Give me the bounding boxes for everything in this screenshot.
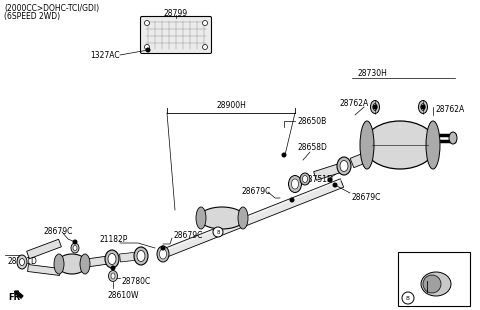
Ellipse shape [291, 179, 299, 189]
Polygon shape [350, 150, 374, 168]
Ellipse shape [421, 104, 425, 110]
Ellipse shape [17, 255, 27, 269]
Circle shape [290, 198, 294, 202]
Circle shape [333, 183, 337, 187]
Text: 1327AC: 1327AC [90, 51, 120, 60]
Ellipse shape [20, 259, 24, 265]
FancyBboxPatch shape [141, 16, 212, 54]
Ellipse shape [360, 121, 374, 169]
Circle shape [282, 153, 286, 157]
Text: 28679C: 28679C [43, 227, 72, 236]
Ellipse shape [364, 121, 436, 169]
Ellipse shape [371, 100, 380, 113]
Circle shape [203, 20, 207, 25]
Ellipse shape [238, 207, 248, 229]
Polygon shape [86, 256, 108, 267]
Polygon shape [26, 239, 61, 259]
Ellipse shape [421, 272, 451, 296]
Text: 28641A: 28641A [417, 294, 446, 303]
Ellipse shape [111, 273, 115, 279]
Ellipse shape [159, 249, 167, 259]
Circle shape [373, 105, 377, 109]
Ellipse shape [80, 254, 90, 274]
Text: 28762A: 28762A [340, 99, 369, 108]
Circle shape [213, 227, 223, 237]
Ellipse shape [105, 250, 119, 268]
Circle shape [402, 292, 414, 304]
Ellipse shape [302, 175, 308, 183]
Circle shape [73, 240, 77, 244]
Text: 21182P: 21182P [100, 236, 128, 245]
Text: 28679C: 28679C [242, 188, 271, 197]
Text: 28650B: 28650B [297, 117, 326, 126]
Polygon shape [313, 164, 341, 180]
Ellipse shape [196, 207, 206, 229]
Bar [398, 252, 470, 306]
Ellipse shape [340, 161, 348, 171]
Ellipse shape [134, 247, 148, 265]
Text: 28900H: 28900H [216, 101, 246, 110]
Polygon shape [27, 264, 60, 276]
Ellipse shape [419, 100, 428, 113]
Ellipse shape [71, 243, 79, 253]
Circle shape [146, 48, 150, 52]
Text: 28799: 28799 [164, 8, 188, 17]
Text: 28751D: 28751D [303, 175, 333, 184]
Text: 28751D: 28751D [7, 256, 37, 265]
Text: 28679C: 28679C [351, 193, 380, 202]
Circle shape [144, 20, 149, 25]
Text: 28762A: 28762A [436, 105, 465, 114]
Ellipse shape [57, 254, 87, 274]
Text: 8: 8 [406, 295, 410, 300]
Text: (2000CC>DOHC-TCI/GDI): (2000CC>DOHC-TCI/GDI) [4, 3, 99, 12]
Text: 28658D: 28658D [297, 144, 327, 153]
Ellipse shape [337, 157, 351, 175]
Text: 28780C: 28780C [121, 277, 150, 286]
Text: 8: 8 [216, 229, 220, 234]
Circle shape [161, 246, 165, 250]
Ellipse shape [73, 246, 77, 250]
Ellipse shape [373, 104, 377, 110]
FancyArrow shape [15, 291, 23, 298]
Text: FR: FR [8, 294, 20, 303]
Circle shape [144, 45, 149, 50]
Ellipse shape [426, 121, 440, 169]
Ellipse shape [288, 175, 301, 193]
Polygon shape [163, 179, 344, 257]
Circle shape [203, 45, 207, 50]
Ellipse shape [54, 254, 64, 274]
Text: (6SPEED 2WD): (6SPEED 2WD) [4, 11, 60, 20]
Ellipse shape [449, 132, 457, 144]
Ellipse shape [108, 271, 118, 281]
Text: 28679C: 28679C [173, 232, 203, 241]
Ellipse shape [157, 246, 169, 262]
Ellipse shape [199, 207, 245, 229]
Text: 28730H: 28730H [358, 69, 388, 78]
Circle shape [111, 266, 115, 270]
Ellipse shape [300, 173, 310, 185]
Polygon shape [120, 252, 138, 262]
Ellipse shape [137, 250, 145, 262]
Circle shape [421, 105, 425, 109]
Ellipse shape [423, 275, 441, 293]
Circle shape [328, 178, 332, 182]
Text: 28610W: 28610W [107, 290, 139, 299]
Ellipse shape [108, 254, 116, 264]
